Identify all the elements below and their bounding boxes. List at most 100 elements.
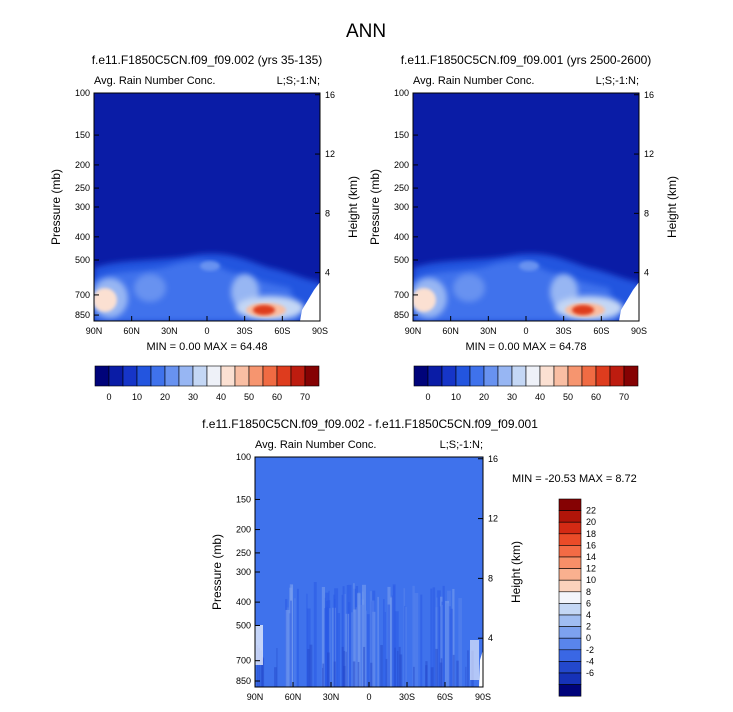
y-tick-label: 150	[394, 130, 409, 140]
colorbar-box	[558, 510, 582, 523]
colorbar-label: -4	[586, 656, 594, 666]
diff-streak	[420, 594, 423, 687]
x-tick-label: 60N	[442, 326, 459, 336]
diff-streak	[450, 608, 453, 687]
y-tick-label: 700	[75, 290, 90, 300]
colorbar-label: 16	[586, 540, 596, 550]
y-tick-label: 200	[75, 160, 90, 170]
y-tick-label: 300	[236, 567, 251, 577]
x-tick-label: 30N	[480, 326, 497, 336]
diff-streak	[384, 612, 386, 687]
diff-streak	[306, 593, 308, 687]
diff-streak	[343, 594, 347, 687]
x-tick-label: 90S	[312, 326, 328, 336]
colorbar-box	[469, 365, 485, 387]
colorbar-label: 6	[586, 598, 591, 608]
colorbar-box	[108, 365, 124, 387]
colorbar-label: 14	[586, 552, 596, 562]
y-tick-label: 150	[236, 494, 251, 504]
colorbar-label: 40	[216, 392, 226, 402]
diff-streak	[446, 603, 450, 687]
y-right-tick-label: 8	[488, 573, 493, 583]
y-tick-label: 300	[394, 202, 409, 212]
y-tick-label: 200	[394, 160, 409, 170]
colorbar-label: 10	[586, 575, 596, 585]
x-tick-label: 30S	[399, 692, 415, 702]
panel-2-field	[413, 93, 639, 321]
colorbar-box	[150, 365, 166, 387]
colorbar-box	[136, 365, 152, 387]
colorbar-label: 20	[479, 392, 489, 402]
y-right-axis-label: Height (km)	[509, 541, 523, 603]
colorbar-box	[178, 365, 194, 387]
diff-streak	[439, 662, 443, 687]
panel-3-stats: MIN = -20.53 MAX = 8.72	[512, 473, 637, 485]
colorbar-box	[164, 365, 180, 387]
diff-streak	[333, 661, 336, 687]
diff-streak	[467, 650, 469, 687]
colorbar-box	[206, 365, 222, 387]
colorbar-label: 70	[619, 392, 629, 402]
colorbar-box	[595, 365, 611, 387]
colorbar-box	[539, 365, 555, 387]
diff-streak	[337, 613, 341, 687]
diff-streak	[403, 588, 406, 687]
panel-1-subtitle-left: Avg. Rain Number Conc.	[94, 75, 215, 87]
colorbar-box	[262, 365, 278, 387]
colorbar-box	[558, 591, 582, 604]
diff-streak	[435, 648, 438, 687]
diff-streak	[285, 609, 290, 687]
y-tick-label: 400	[394, 232, 409, 242]
y-right-tick-label: 12	[325, 149, 335, 159]
diff-streak	[392, 584, 396, 687]
diff-streak	[369, 591, 373, 687]
y-right-tick-label: 12	[644, 149, 654, 159]
colorbar-box	[623, 365, 639, 387]
colorbar-label: 30	[507, 392, 517, 402]
diff-streak	[432, 587, 436, 687]
diff-streak	[357, 593, 361, 687]
diff-streak	[345, 651, 347, 687]
diff-streak	[322, 663, 325, 687]
y-axis-label: Pressure (mb)	[49, 169, 63, 245]
diff-streak	[328, 608, 331, 687]
colorbar-label: 4	[586, 610, 591, 620]
panel-2-subtitle-left: Avg. Rain Number Conc.	[413, 75, 534, 87]
diff-streak	[341, 594, 344, 687]
x-tick-label: 60S	[437, 692, 453, 702]
diff-streak	[404, 605, 406, 687]
diff-streak	[436, 597, 438, 687]
y-right-tick-label: 16	[644, 90, 654, 100]
colorbar-horizontal: 0 10 20 30 40 50 60 70	[94, 365, 320, 402]
diff-streak	[430, 667, 434, 687]
x-tick-label: 90N	[86, 326, 103, 336]
colorbar-label: 60	[272, 392, 282, 402]
diff-streak	[346, 585, 349, 687]
y-right-axis-label: Height (km)	[665, 176, 679, 238]
panel-2: f.e11.F1850C5CN.f09_f09.001 (yrs 2500-26…	[401, 53, 651, 322]
diff-streak	[327, 600, 331, 687]
panel-1-field	[94, 93, 320, 321]
colorbar-label: 8	[586, 587, 591, 597]
diff-streak	[313, 582, 317, 687]
diff-streak	[334, 588, 339, 687]
x-tick-label: 60N	[285, 692, 302, 702]
diff-streak	[321, 586, 326, 687]
diff-streak	[439, 606, 441, 687]
colorbar-label: 50	[563, 392, 573, 402]
colorbar-label: 18	[586, 529, 596, 539]
diff-streak	[456, 660, 459, 687]
diff-streak	[442, 585, 445, 687]
diff-streak	[365, 610, 367, 687]
y-right-axis-label: Height (km)	[346, 176, 360, 238]
diff-streak	[394, 647, 396, 687]
diff-streak	[294, 598, 296, 687]
y-right-tick-label: 4	[325, 268, 330, 278]
colorbar-label: 12	[586, 564, 596, 574]
colorbar-box	[304, 365, 320, 387]
panel-3-subtitle-right: L;S;-1:N;	[440, 439, 483, 451]
colorbar-box	[497, 365, 513, 387]
colorbar-label: 20	[586, 517, 596, 527]
colorbar-label: 50	[244, 392, 254, 402]
